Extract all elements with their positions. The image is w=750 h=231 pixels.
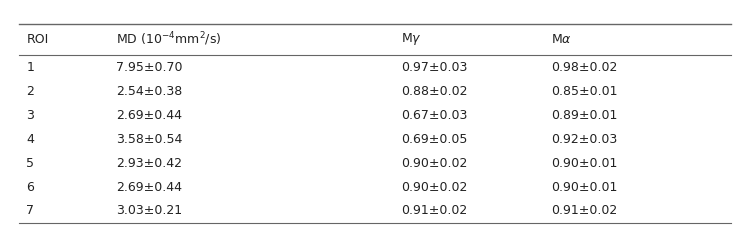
Text: 0.89±0.01: 0.89±0.01 (551, 109, 618, 122)
Text: 7.95±0.70: 7.95±0.70 (116, 61, 183, 74)
Text: 0.91±0.02: 0.91±0.02 (551, 204, 617, 217)
Text: 0.98±0.02: 0.98±0.02 (551, 61, 618, 74)
Text: 0.90±0.02: 0.90±0.02 (401, 181, 468, 194)
Text: M$\gamma$: M$\gamma$ (401, 31, 422, 47)
Text: 0.85±0.01: 0.85±0.01 (551, 85, 618, 98)
Text: 0.90±0.01: 0.90±0.01 (551, 157, 618, 170)
Text: 5: 5 (26, 157, 34, 170)
Text: 3.03±0.21: 3.03±0.21 (116, 204, 182, 217)
Text: 3: 3 (26, 109, 34, 122)
Text: 0.88±0.02: 0.88±0.02 (401, 85, 468, 98)
Text: 0.90±0.02: 0.90±0.02 (401, 157, 468, 170)
Text: 2: 2 (26, 85, 34, 98)
Text: 2.69±0.44: 2.69±0.44 (116, 181, 182, 194)
Text: 6: 6 (26, 181, 34, 194)
Text: 2.69±0.44: 2.69±0.44 (116, 109, 182, 122)
Text: 0.97±0.03: 0.97±0.03 (401, 61, 468, 74)
Text: MD (10$^{-4}$mm$^2$/s): MD (10$^{-4}$mm$^2$/s) (116, 30, 222, 48)
Text: 0.92±0.03: 0.92±0.03 (551, 133, 617, 146)
Text: ROI: ROI (26, 33, 49, 46)
Text: 1: 1 (26, 61, 34, 74)
Text: 2.93±0.42: 2.93±0.42 (116, 157, 182, 170)
Text: 7: 7 (26, 204, 34, 217)
Text: 2.54±0.38: 2.54±0.38 (116, 85, 182, 98)
Text: M$\alpha$: M$\alpha$ (551, 33, 572, 46)
Text: 0.90±0.01: 0.90±0.01 (551, 181, 618, 194)
Text: 4: 4 (26, 133, 34, 146)
Text: 0.69±0.05: 0.69±0.05 (401, 133, 468, 146)
Text: 0.67±0.03: 0.67±0.03 (401, 109, 468, 122)
Text: 3.58±0.54: 3.58±0.54 (116, 133, 183, 146)
Text: 0.91±0.02: 0.91±0.02 (401, 204, 467, 217)
